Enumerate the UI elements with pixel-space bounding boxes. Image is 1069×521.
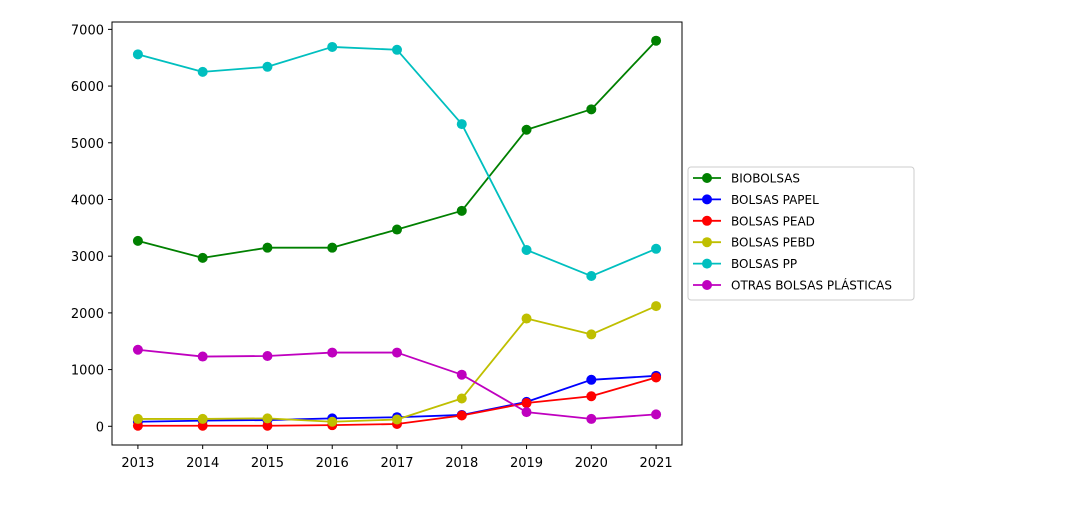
series-5 (132, 41, 662, 282)
data-point (586, 413, 597, 424)
data-point (456, 205, 467, 216)
data-point (521, 407, 532, 418)
legend-item: OTRAS BOLSAS PLÁSTICAS (693, 278, 892, 293)
legend-marker (702, 237, 712, 248)
data-point (456, 393, 467, 404)
data-point (651, 301, 662, 312)
data-point (262, 420, 273, 431)
legend-marker (702, 258, 712, 269)
data-point (327, 347, 338, 358)
y-tick-label: 2000 (71, 307, 104, 322)
x-tick-label: 2014 (186, 456, 219, 471)
x-tick-label: 2017 (380, 456, 413, 471)
data-point (586, 329, 597, 340)
y-tick-label: 5000 (71, 137, 104, 152)
data-point (521, 244, 532, 255)
x-tick-label: 2016 (316, 456, 349, 471)
data-point (456, 369, 467, 380)
y-tick-label: 4000 (71, 193, 104, 208)
data-point (521, 398, 532, 409)
series-1 (132, 35, 662, 263)
legend-item: BOLSAS PEBD (693, 236, 815, 250)
data-point (132, 413, 143, 424)
data-point (651, 243, 662, 254)
y-tick-label: 0 (96, 420, 104, 435)
data-point (197, 252, 208, 263)
data-point (132, 235, 143, 246)
data-point (327, 242, 338, 253)
data-point (651, 409, 662, 420)
legend-label: BOLSAS PP (731, 257, 797, 271)
legend-marker (702, 194, 712, 205)
data-point (392, 414, 402, 425)
data-point (586, 374, 597, 385)
data-point (327, 41, 338, 52)
x-tick-label: 2021 (640, 456, 673, 471)
x-tick-label: 2015 (251, 456, 284, 471)
data-point (586, 271, 597, 282)
data-point (197, 66, 208, 77)
series-6 (132, 344, 662, 424)
y-tick-label: 3000 (71, 250, 104, 265)
x-tick-label: 2013 (121, 456, 154, 471)
legend-marker (702, 215, 712, 226)
data-point (262, 413, 273, 424)
legend-label: OTRAS BOLSAS PLÁSTICAS (731, 278, 892, 293)
legend-item: BOLSAS PP (693, 257, 797, 271)
data-point (392, 347, 402, 358)
legend-label: BIOBOLSAS (731, 172, 800, 186)
legend: BIOBOLSAS BOLSAS PAPEL BOLSAS PEAD BOLSAS P… (687, 166, 915, 301)
legend-label: BOLSAS PAPEL (731, 193, 819, 207)
legend-marker (702, 173, 712, 183)
series-line (137, 46, 657, 277)
x-tick-label: 2019 (510, 456, 543, 471)
data-point (392, 44, 402, 55)
data-point (651, 372, 662, 383)
data-point (521, 313, 532, 324)
legend-item: BOLSAS PAPEL (693, 193, 819, 207)
legend-item: BIOBOLSAS (693, 172, 800, 186)
x-tick-label: 2018 (445, 456, 478, 471)
y-tick-label: 1000 (71, 364, 104, 379)
data-point (262, 61, 273, 72)
data-point (456, 119, 467, 130)
series-4 (132, 301, 662, 427)
data-point (456, 410, 467, 421)
series-layer (132, 35, 662, 431)
data-point (521, 124, 532, 135)
data-point (392, 224, 402, 235)
data-point (262, 350, 273, 361)
data-point (327, 416, 338, 427)
data-point (197, 413, 208, 424)
data-point (651, 35, 662, 46)
legend-frame (687, 166, 915, 301)
data-point (586, 391, 597, 402)
data-point (132, 49, 143, 60)
y-tick-label: 7000 (71, 23, 104, 38)
legend-marker (702, 280, 712, 290)
legend-label: BOLSAS PEBD (731, 236, 815, 250)
x-tick-label: 2020 (575, 456, 608, 471)
series-line (137, 305, 657, 423)
y-tick-label: 6000 (71, 80, 104, 95)
data-point (586, 104, 597, 115)
data-point (262, 242, 273, 253)
data-point (197, 351, 208, 362)
y-axis: 0 1000 2000 3000 4000 5000 6000 7000 (71, 23, 112, 435)
data-point (132, 344, 143, 355)
legend-item: BOLSAS PEAD (693, 214, 815, 228)
legend-label: BOLSAS PEAD (731, 214, 815, 228)
x-axis: 2013 2014 2015 2016 2017 2018 2019 2020 2021 (121, 445, 673, 471)
